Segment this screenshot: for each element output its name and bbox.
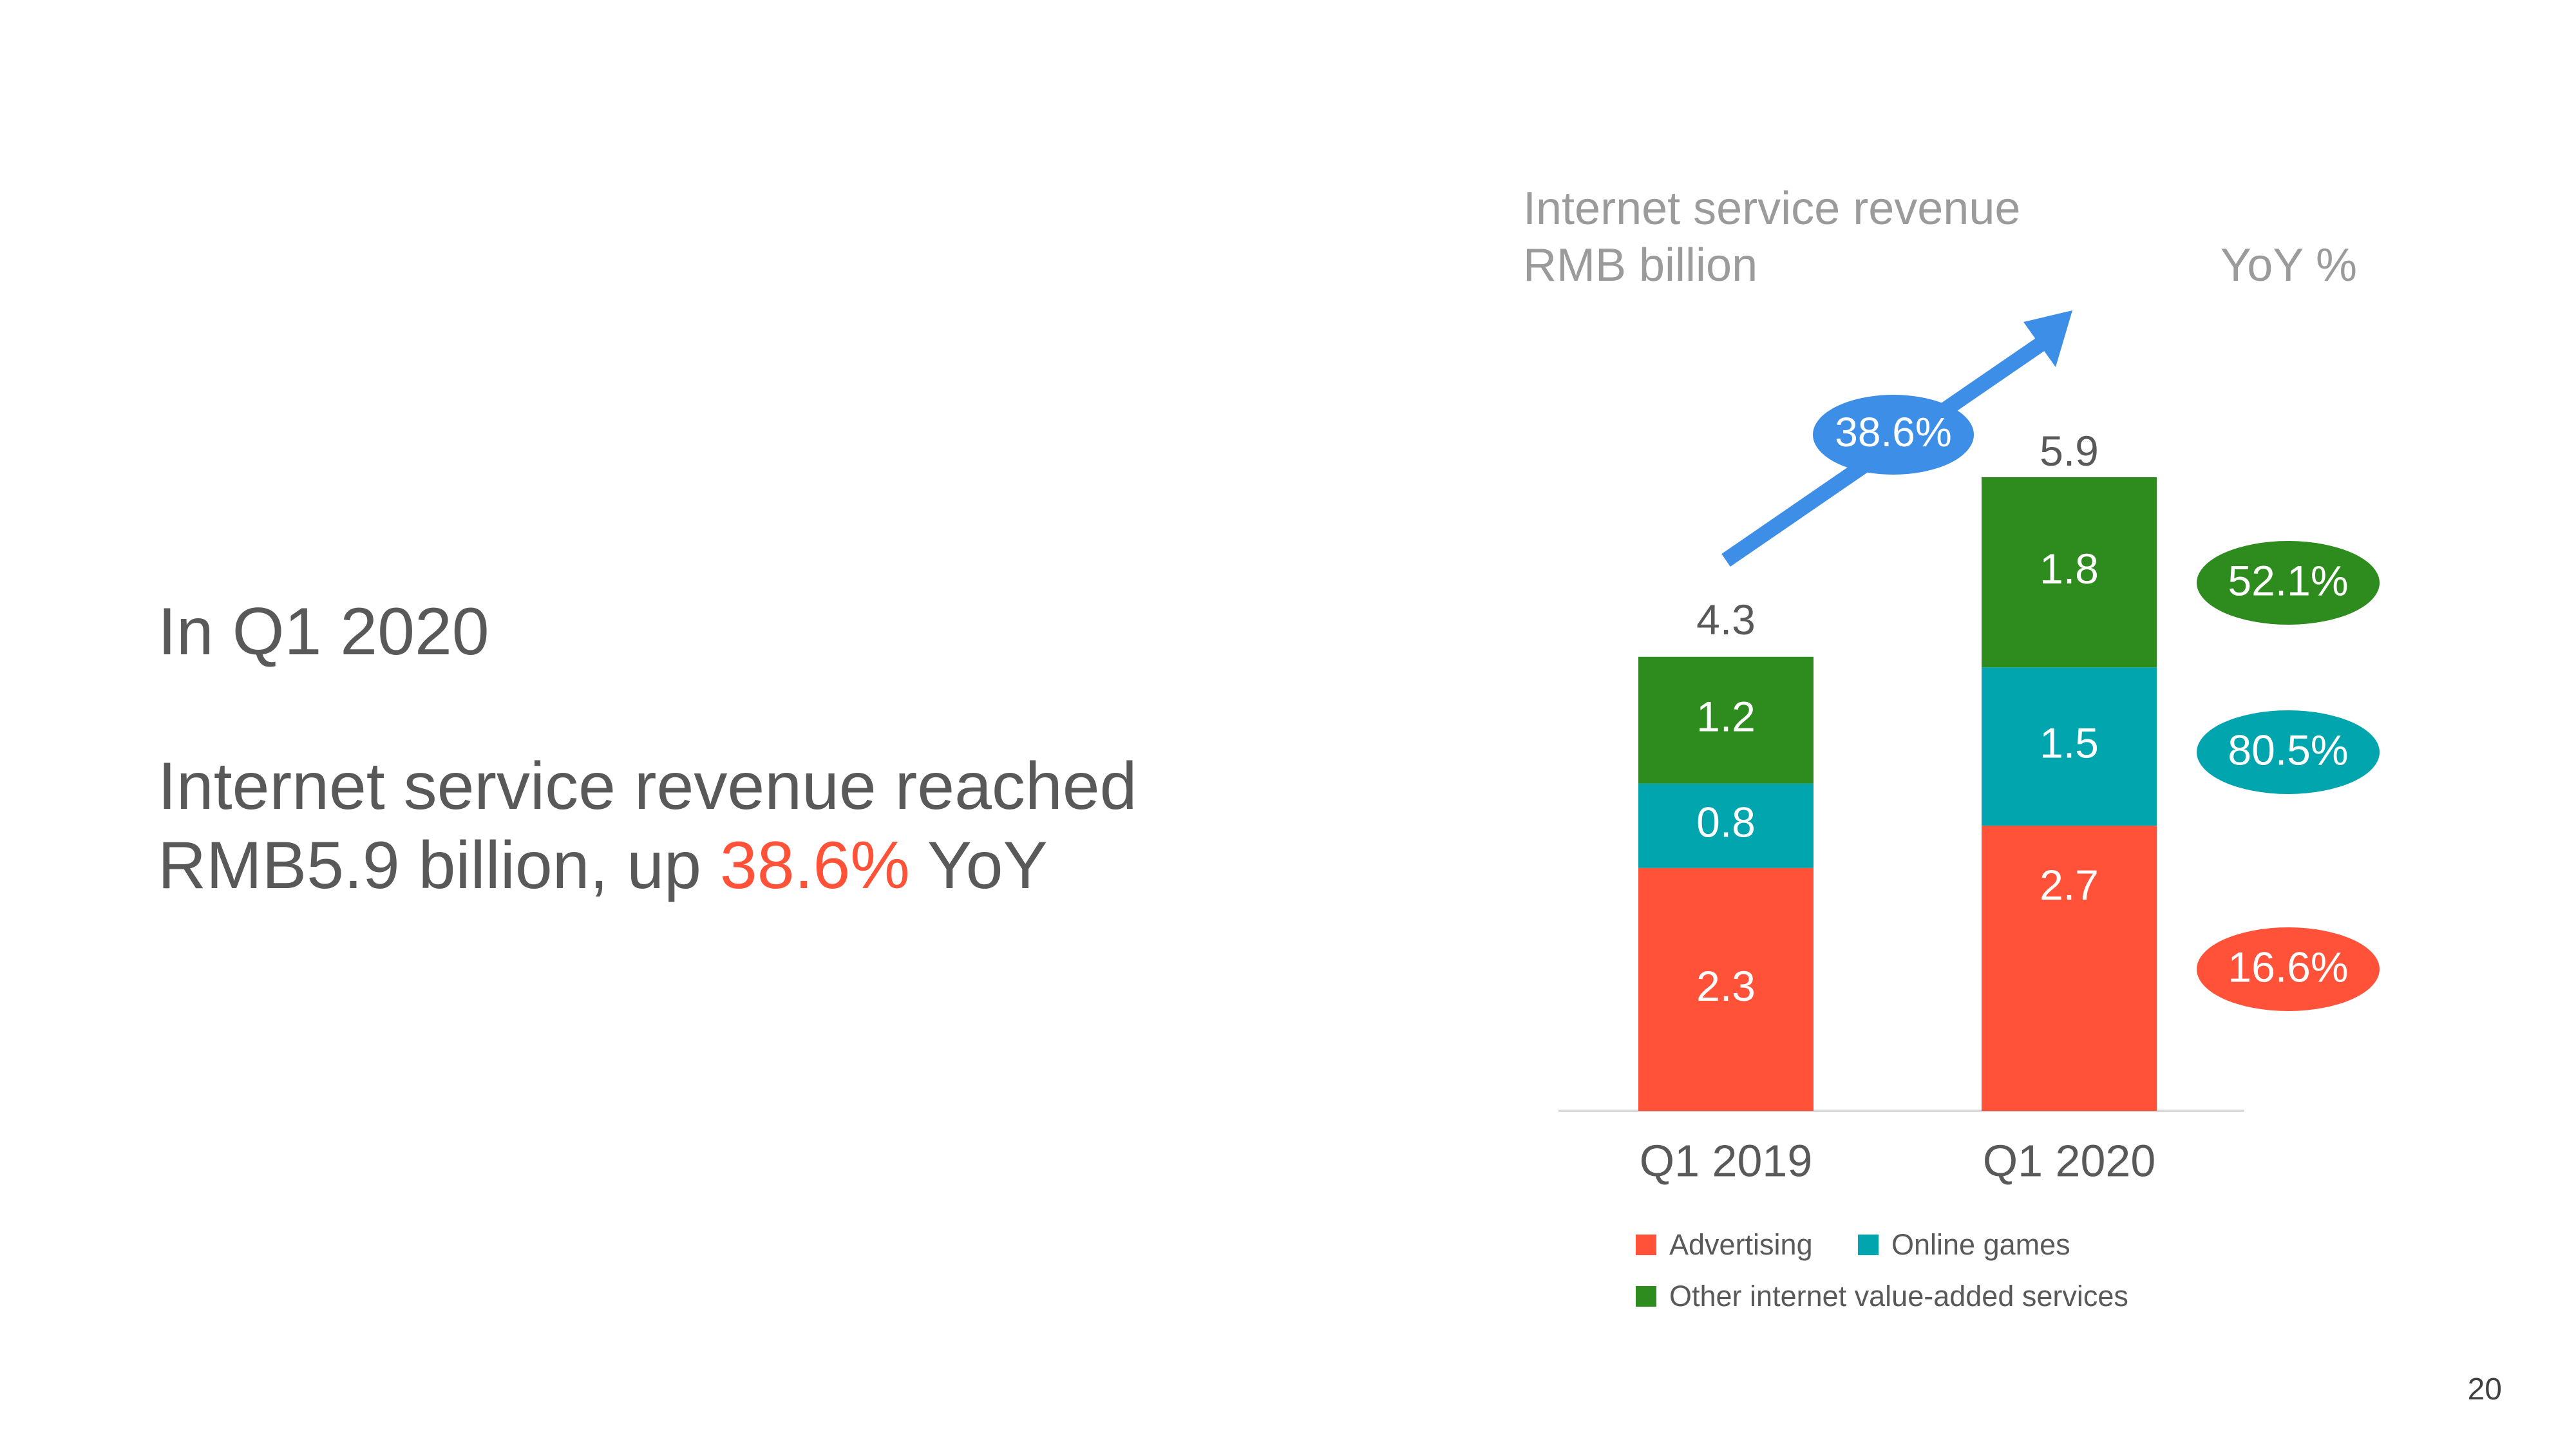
- bar-online-games-q1-2019: [1638, 783, 1814, 868]
- data-label-online-games-q1-2020: 1.5: [2040, 719, 2099, 767]
- yoy-column-label: YoY %: [2220, 240, 2357, 291]
- x-tick-label-q1-2020: Q1 2020: [1983, 1135, 2156, 1186]
- data-label-other-internet-value-added-services-q1-2020: 1.8: [2040, 545, 2099, 592]
- bar-other-internet-value-added-services-q1-2019: [1638, 656, 1814, 784]
- data-label-other-internet-value-added-services-q1-2019: 1.2: [1696, 693, 1756, 741]
- page-number: 20: [2467, 1372, 2502, 1406]
- headline-suffix: YoY: [909, 828, 1048, 903]
- data-label-online-games-q1-2019: 0.8: [1696, 799, 1756, 846]
- legend-label-advertising: Advertising: [1669, 1228, 1813, 1261]
- headline-prefix: RMB5.9 billion, up: [158, 828, 720, 903]
- data-label-advertising-q1-2019: 2.3: [1696, 962, 1756, 1010]
- yoy-badge-other-internet-value-added-services: [2197, 541, 2380, 625]
- yoy-badge-advertising: [2197, 927, 2380, 1011]
- x-tick-label-q1-2019: Q1 2019: [1640, 1135, 1813, 1186]
- headline-period: In Q1 2020: [158, 592, 489, 672]
- growth-arrow-head: [2023, 310, 2072, 367]
- headline-period-text: In Q1 2020: [158, 594, 489, 669]
- headline-summary-line1: Internet service revenue reached: [158, 749, 1137, 824]
- yoy-label-other-internet-value-added-services: 52.1%: [2228, 556, 2348, 604]
- chart-title-unit: RMB billion: [1523, 240, 1758, 291]
- chart-title: Internet service revenue RMB billion: [1523, 180, 2020, 294]
- headline-summary: Internet service revenue reached RMB5.9 …: [158, 747, 1137, 905]
- bar-online-games-q1-2020: [1982, 667, 2157, 826]
- bar-advertising-q1-2020: [1982, 826, 2157, 1111]
- headline-growth-highlight: 38.6%: [719, 828, 910, 903]
- bar-other-internet-value-added-services-q1-2020: [1982, 477, 2157, 668]
- legend-swatch-advertising: [1636, 1235, 1656, 1255]
- legend-item-online-games: Online games: [1858, 1227, 2070, 1263]
- yoy-badge-online-games: [2197, 710, 2380, 794]
- legend-label-other-services: Other internet value-added services: [1669, 1280, 2128, 1312]
- yoy-label-advertising: 16.6%: [2228, 943, 2348, 990]
- data-label-advertising-q1-2020: 2.7: [2040, 861, 2099, 909]
- total-label-q1-2020: 5.9: [2040, 427, 2099, 475]
- legend-item-other-services: Other internet value-added services: [1636, 1278, 2128, 1314]
- legend-label-online-games: Online games: [1891, 1228, 2070, 1261]
- yoy-label-online-games: 80.5%: [2228, 726, 2348, 773]
- legend-swatch-other-services: [1636, 1286, 1656, 1307]
- chart-title-line1: Internet service revenue: [1523, 183, 2021, 234]
- growth-badge: [1813, 395, 1974, 475]
- headline-summary-line2: RMB5.9 billion, up 38.6% YoY: [158, 826, 1137, 905]
- legend-swatch-online-games: [1858, 1235, 1879, 1255]
- total-label-q1-2019: 4.3: [1696, 596, 1756, 643]
- growth-badge-label: 38.6%: [1835, 409, 1951, 455]
- legend-item-advertising: Advertising: [1636, 1227, 1813, 1263]
- bar-advertising-q1-2019: [1638, 867, 1814, 1111]
